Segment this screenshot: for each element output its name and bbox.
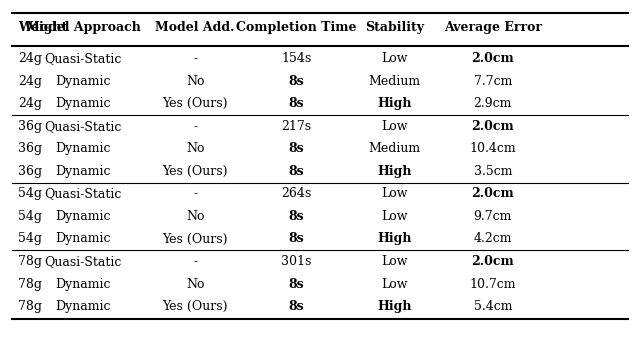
Text: Dynamic: Dynamic: [56, 97, 111, 110]
Text: 8s: 8s: [289, 210, 304, 223]
Text: 8s: 8s: [289, 232, 304, 245]
Text: Completion Time: Completion Time: [236, 21, 356, 34]
Text: Dynamic: Dynamic: [56, 165, 111, 178]
Text: Dynamic: Dynamic: [56, 210, 111, 223]
Text: 24g: 24g: [18, 97, 42, 110]
Text: No: No: [186, 142, 204, 155]
Text: 10.7cm: 10.7cm: [470, 278, 516, 291]
Text: 36g: 36g: [18, 142, 42, 155]
Text: 78g: 78g: [18, 278, 42, 291]
Text: Dynamic: Dynamic: [56, 278, 111, 291]
Text: -: -: [193, 187, 197, 200]
Text: 8s: 8s: [289, 142, 304, 155]
Text: No: No: [186, 210, 204, 223]
Text: 54g: 54g: [18, 210, 42, 223]
Text: Medium: Medium: [369, 142, 421, 155]
Text: 54g: 54g: [18, 232, 42, 245]
Text: 7.7cm: 7.7cm: [474, 74, 512, 88]
Text: 8s: 8s: [289, 300, 304, 313]
Text: Dynamic: Dynamic: [56, 74, 111, 88]
Text: Low: Low: [381, 187, 408, 200]
Text: 2.9cm: 2.9cm: [474, 97, 512, 110]
Text: Medium: Medium: [369, 74, 421, 88]
Text: 3.5cm: 3.5cm: [474, 165, 512, 178]
Text: 78g: 78g: [18, 300, 42, 313]
Text: -: -: [193, 52, 197, 65]
Text: 24g: 24g: [18, 52, 42, 65]
Text: Yes (Ours): Yes (Ours): [163, 300, 228, 313]
Text: 36g: 36g: [18, 165, 42, 178]
Text: 54g: 54g: [18, 187, 42, 200]
Text: Dynamic: Dynamic: [56, 142, 111, 155]
Text: 9.7cm: 9.7cm: [474, 210, 512, 223]
Text: Low: Low: [381, 255, 408, 268]
Text: No: No: [186, 278, 204, 291]
Text: 301s: 301s: [281, 255, 312, 268]
Text: Yes (Ours): Yes (Ours): [163, 97, 228, 110]
Text: 217s: 217s: [281, 119, 312, 133]
Text: 8s: 8s: [289, 74, 304, 88]
Text: High: High: [378, 300, 412, 313]
Text: No: No: [186, 74, 204, 88]
Text: 4.2cm: 4.2cm: [474, 232, 512, 245]
Text: Average Error: Average Error: [444, 21, 542, 34]
Text: Model Add.: Model Add.: [156, 21, 235, 34]
Text: Low: Low: [381, 119, 408, 133]
Text: Low: Low: [381, 210, 408, 223]
Text: Yes (Ours): Yes (Ours): [163, 232, 228, 245]
Text: High: High: [378, 165, 412, 178]
Text: 2.0cm: 2.0cm: [472, 187, 514, 200]
Text: 24g: 24g: [18, 74, 42, 88]
Text: 8s: 8s: [289, 278, 304, 291]
Text: 36g: 36g: [18, 119, 42, 133]
Text: Dynamic: Dynamic: [56, 232, 111, 245]
Text: 154s: 154s: [281, 52, 312, 65]
Text: -: -: [193, 255, 197, 268]
Text: Low: Low: [381, 52, 408, 65]
Text: 78g: 78g: [18, 255, 42, 268]
Text: Quasi-Static: Quasi-Static: [45, 255, 122, 268]
Text: 2.0cm: 2.0cm: [472, 119, 514, 133]
Text: 8s: 8s: [289, 97, 304, 110]
Text: Quasi-Static: Quasi-Static: [45, 119, 122, 133]
Text: 10.4cm: 10.4cm: [470, 142, 516, 155]
Text: 8s: 8s: [289, 165, 304, 178]
Text: -: -: [193, 119, 197, 133]
Text: Dynamic: Dynamic: [56, 300, 111, 313]
Text: Weight: Weight: [18, 21, 67, 34]
Text: 2.0cm: 2.0cm: [472, 52, 514, 65]
Text: Quasi-Static: Quasi-Static: [45, 187, 122, 200]
Text: High: High: [378, 232, 412, 245]
Text: Stability: Stability: [365, 21, 424, 34]
Text: Yes (Ours): Yes (Ours): [163, 165, 228, 178]
Text: High: High: [378, 97, 412, 110]
Text: 264s: 264s: [281, 187, 312, 200]
Text: Model Approach: Model Approach: [26, 21, 141, 34]
Text: Quasi-Static: Quasi-Static: [45, 52, 122, 65]
Text: Low: Low: [381, 278, 408, 291]
Text: 2.0cm: 2.0cm: [472, 255, 514, 268]
Text: 5.4cm: 5.4cm: [474, 300, 512, 313]
